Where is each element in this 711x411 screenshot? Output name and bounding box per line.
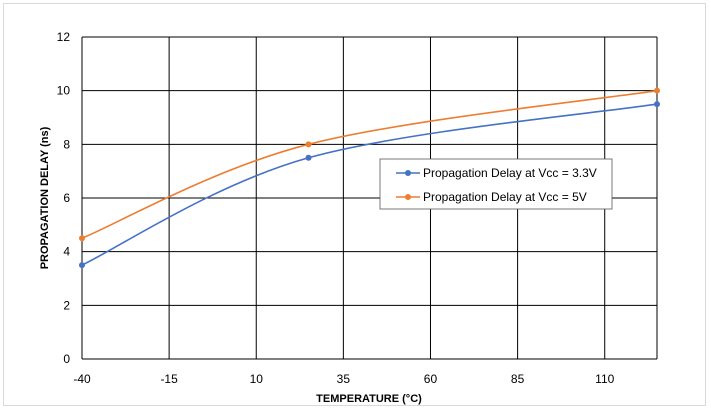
data-point xyxy=(654,87,660,94)
y-tick-label: 10 xyxy=(57,84,71,98)
x-tick-label: 60 xyxy=(424,372,438,386)
x-tick-label: -15 xyxy=(160,372,178,386)
data-point xyxy=(79,235,85,242)
y-axis-ticks: 0 2 4 6 8 10 12 xyxy=(57,30,71,366)
gridlines xyxy=(81,36,658,360)
x-tick-label: 10 xyxy=(250,372,264,386)
legend-marker-5v xyxy=(405,194,411,200)
data-point xyxy=(79,262,85,269)
x-tick-label: 85 xyxy=(511,372,525,386)
y-tick-label: 0 xyxy=(63,352,70,366)
series-group xyxy=(79,87,660,269)
x-tick-label: -40 xyxy=(73,372,91,386)
y-tick-label: 8 xyxy=(63,137,70,151)
y-tick-label: 4 xyxy=(63,245,70,259)
data-point xyxy=(305,141,312,148)
y-tick-label: 6 xyxy=(63,191,70,205)
series-line-0 xyxy=(81,103,658,266)
legend-label-5v: Propagation Delay at Vcc = 5V xyxy=(423,190,587,204)
x-tick-label: 35 xyxy=(337,372,351,386)
x-axis-title: TEMPERATURE (°C) xyxy=(316,393,422,405)
x-axis-ticks: -40 -15 10 35 60 85 110 xyxy=(73,372,614,386)
legend-marker-3v3 xyxy=(405,170,411,176)
y-axis-title: PROPAGATION DELAY (ns) xyxy=(39,126,51,269)
legend: Propagation Delay at Vcc = 3.3V Propagat… xyxy=(379,158,613,210)
legend-label-3v3: Propagation Delay at Vcc = 3.3V xyxy=(423,166,597,180)
y-tick-label: 12 xyxy=(57,30,71,44)
data-point xyxy=(305,154,312,161)
x-tick-label: 110 xyxy=(595,372,614,386)
y-tick-label: 2 xyxy=(63,298,70,312)
series-line-1 xyxy=(81,89,658,239)
data-point xyxy=(654,101,660,108)
